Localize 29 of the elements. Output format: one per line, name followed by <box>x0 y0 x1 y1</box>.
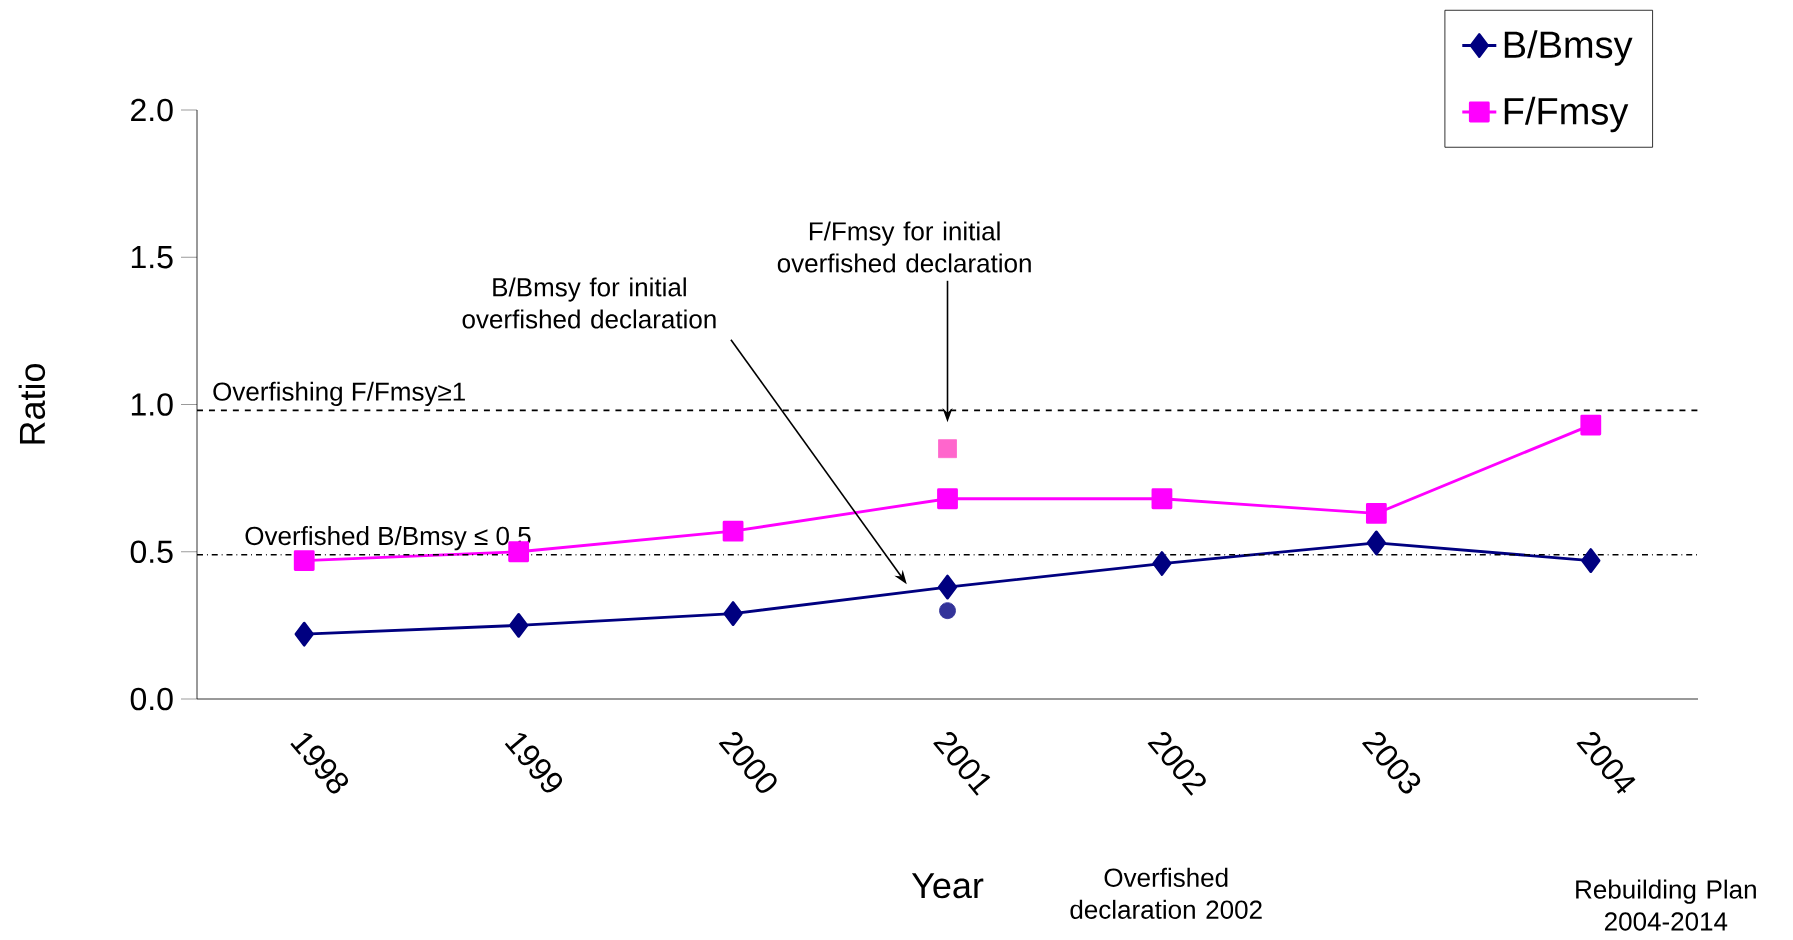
legend-label: F/Fmsy <box>1504 96 1629 133</box>
point <box>1365 503 1387 524</box>
x-axis-title: Year <box>911 873 984 899</box>
text: Rebuilding Plan 2004-2014 <box>1576 879 1756 931</box>
legend-label: B/Bmsy <box>1504 30 1633 66</box>
point <box>723 601 743 626</box>
point <box>1151 488 1173 510</box>
point <box>1580 414 1602 436</box>
ref-line-label: Overfishing F/Fmsy≥1 <box>213 381 465 406</box>
point <box>722 520 744 542</box>
point <box>1152 551 1172 576</box>
point <box>1366 530 1387 556</box>
y-tick-label: 1.5 <box>131 246 173 269</box>
point <box>509 612 529 638</box>
point <box>938 439 957 459</box>
annotation: F/Fmsy for initial overfished declaration <box>777 221 1031 273</box>
y-tick-label: 0.0 <box>130 687 173 711</box>
y-axis-title: Ratio <box>18 364 46 444</box>
point <box>294 621 314 647</box>
point <box>939 602 956 620</box>
point <box>1581 548 1601 573</box>
point <box>293 550 315 571</box>
annotation: B/Bmsy for initial overfished declaration <box>462 277 716 329</box>
y-tick-label: 2.0 <box>131 98 173 122</box>
point <box>937 574 958 600</box>
y-tick-label: 0.5 <box>130 540 173 564</box>
y-tick-label: 1.0 <box>131 393 173 416</box>
point <box>937 488 958 510</box>
text: Overfished declaration 2002 <box>1070 867 1262 919</box>
